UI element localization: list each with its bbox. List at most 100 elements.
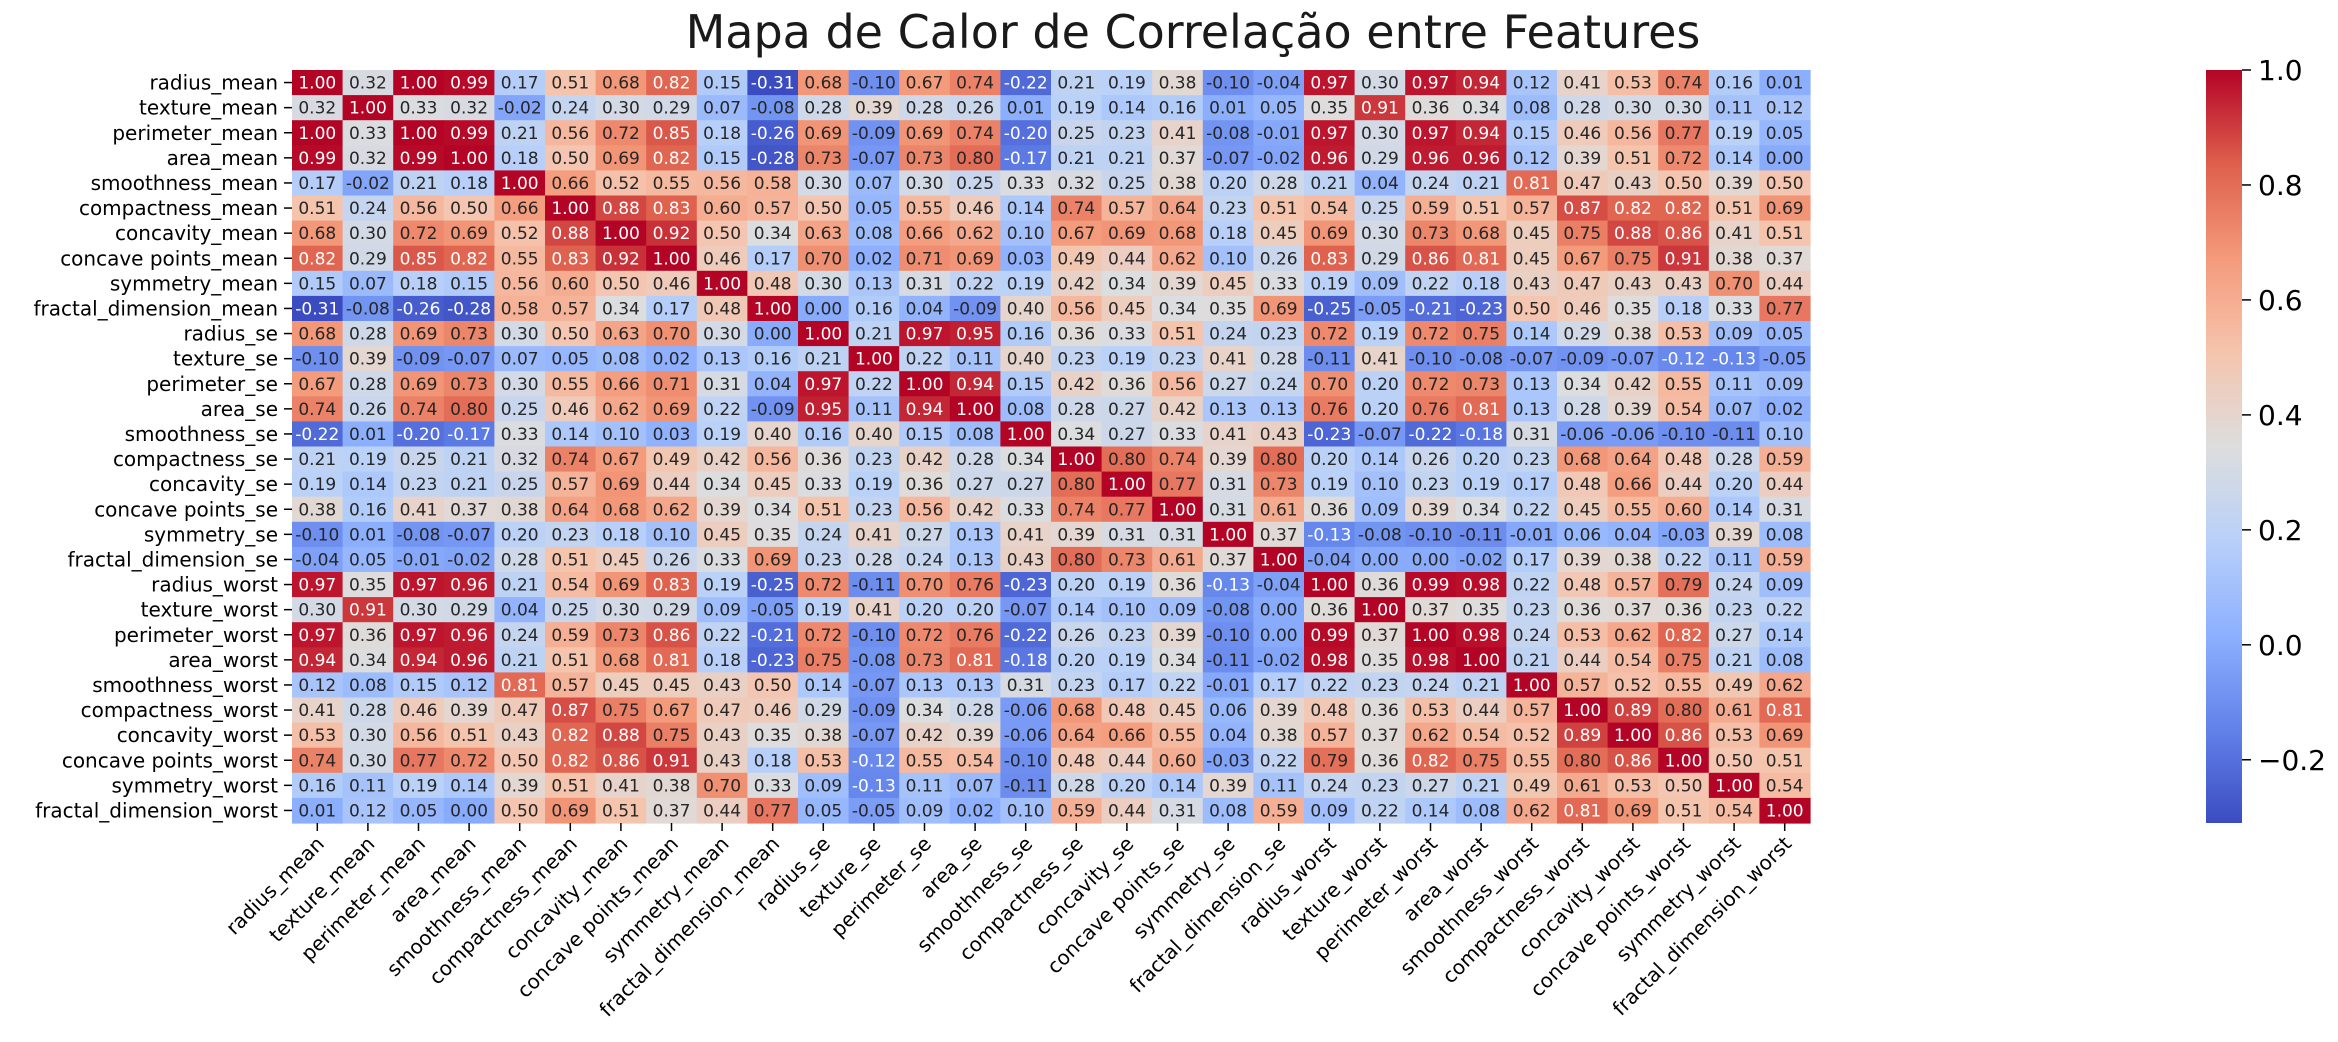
heatmap-cell — [1607, 170, 1659, 197]
heatmap-cell-value: -0.12 — [1662, 350, 1706, 370]
heatmap-cell-value: -0.28 — [447, 299, 491, 319]
heatmap-cell-value: 1.00 — [1260, 550, 1298, 570]
heatmap-cell-value: 0.69 — [1766, 199, 1804, 219]
heatmap-cell-value: 0.30 — [349, 726, 387, 746]
heatmap-cell-value: 0.54 — [1665, 400, 1703, 420]
y-tick-label: fractal_dimension_se — [68, 547, 279, 571]
heatmap-cell-value: 0.05 — [855, 199, 893, 219]
heatmap-cell-value: 0.21 — [1462, 676, 1500, 696]
heatmap-cell-value: 0.60 — [703, 199, 741, 219]
heatmap-cell-value: 0.14 — [1715, 500, 1753, 520]
heatmap-cell — [545, 396, 597, 422]
heatmap-cell — [848, 346, 900, 372]
heatmap-cell — [1051, 70, 1103, 96]
heatmap-cell — [1455, 120, 1507, 146]
heatmap-cell-value: 0.01 — [298, 801, 336, 821]
heatmap-cell-value: 0.17 — [1108, 676, 1146, 696]
heatmap-cell-value: -0.07 — [1206, 149, 1250, 169]
y-tick-label: concavity_se — [149, 472, 278, 496]
heatmap-cell-value: 0.72 — [1665, 149, 1703, 169]
heatmap-cell-value: 0.12 — [1513, 149, 1551, 169]
chart-title: Mapa de Calor de Correlação entre Featur… — [686, 5, 1701, 59]
heatmap-cell — [1506, 120, 1558, 146]
heatmap-cell — [292, 195, 344, 222]
heatmap-cell-value: 0.73 — [1260, 475, 1298, 495]
heatmap-cell-value: 0.75 — [602, 701, 640, 721]
heatmap-cell — [292, 220, 344, 247]
heatmap-cell — [899, 195, 951, 222]
heatmap-cell — [899, 371, 951, 397]
heatmap-cell-value: 0.41 — [1007, 525, 1045, 545]
heatmap-cell — [798, 270, 850, 297]
heatmap-cell — [1152, 120, 1204, 146]
heatmap-cell-value: -0.05 — [852, 801, 896, 821]
heatmap-cell — [1708, 170, 1760, 197]
heatmap-cell-value: 0.24 — [1412, 174, 1450, 194]
heatmap-cell — [1253, 120, 1305, 146]
heatmap-cell — [899, 245, 951, 272]
heatmap-cell-value: 0.77 — [1665, 124, 1703, 144]
heatmap-cell — [545, 321, 597, 347]
heatmap-cell-value: 0.74 — [1665, 74, 1703, 94]
heatmap-cell — [595, 120, 647, 146]
heatmap-cell-value: 0.62 — [1159, 249, 1197, 269]
heatmap-cell-value: 0.55 — [906, 751, 944, 771]
heatmap-cell-value: 0.19 — [349, 450, 387, 470]
heatmap-cell-value: 0.08 — [1766, 525, 1804, 545]
heatmap-cell-value: 1.00 — [956, 400, 994, 420]
heatmap-cell — [1152, 270, 1204, 297]
heatmap-cell — [443, 95, 495, 121]
heatmap-cell-value: 0.12 — [1766, 99, 1804, 119]
heatmap-cell — [545, 270, 597, 297]
heatmap-cell-value: 0.15 — [703, 149, 741, 169]
heatmap-cell-value: 0.82 — [1665, 199, 1703, 219]
heatmap-cell — [1101, 220, 1153, 247]
heatmap-cell-value: 0.23 — [1209, 199, 1247, 219]
heatmap-cell-value: 0.41 — [602, 776, 640, 796]
heatmap-cell-value: 0.60 — [1159, 751, 1197, 771]
heatmap-cell-value: 0.99 — [450, 74, 488, 94]
heatmap-cell — [494, 396, 546, 422]
heatmap-cell — [949, 70, 1001, 96]
heatmap-cell-value: 0.57 — [1563, 676, 1601, 696]
heatmap-cell — [494, 170, 546, 197]
heatmap-cell — [1506, 321, 1558, 347]
heatmap-cell-value: 0.79 — [1310, 751, 1348, 771]
heatmap-cell-value: 0.45 — [653, 676, 691, 696]
heatmap-cell — [1253, 321, 1305, 347]
heatmap-cell-value: 0.69 — [653, 400, 691, 420]
heatmap-cell-value: 0.13 — [1260, 400, 1298, 420]
heatmap-cell-value: 0.57 — [1513, 199, 1551, 219]
heatmap-cell-value: -0.13 — [1307, 525, 1351, 545]
heatmap-cell-value: -0.10 — [852, 74, 896, 94]
heatmap-cell — [1101, 170, 1153, 197]
heatmap-cell — [443, 70, 495, 96]
heatmap-cell-value: 0.86 — [653, 626, 691, 646]
heatmap-cell-value: 0.01 — [1007, 99, 1045, 119]
heatmap-cell — [1506, 220, 1558, 247]
heatmap-cell-value: 0.46 — [400, 701, 438, 721]
heatmap-cell-value: 1.00 — [349, 99, 387, 119]
heatmap-cell — [1051, 321, 1103, 347]
heatmap-cell-value: 0.21 — [1108, 149, 1146, 169]
heatmap-cell-value: 0.38 — [1614, 325, 1652, 345]
heatmap-cell-value: 0.14 — [1007, 199, 1045, 219]
heatmap-cell-value: 1.00 — [400, 74, 438, 94]
heatmap-cell-value: 0.39 — [956, 726, 994, 746]
heatmap-cell-value: 0.27 — [1108, 400, 1146, 420]
heatmap-cell-value: 0.82 — [1412, 751, 1450, 771]
heatmap-cell — [1304, 371, 1356, 397]
heatmap-cell — [1557, 195, 1609, 222]
heatmap-cell-value: 0.51 — [551, 776, 589, 796]
heatmap-cell — [1101, 346, 1153, 372]
heatmap-cell — [1152, 145, 1204, 171]
heatmap-cell-value: 0.35 — [1209, 299, 1247, 319]
heatmap-cell-value: -0.08 — [1206, 601, 1250, 621]
y-axis-tick-labels: radius_meantexture_meanperimeter_meanare… — [34, 71, 292, 822]
heatmap-cell-value: 0.96 — [450, 651, 488, 671]
heatmap-cell-value: 0.51 — [1715, 199, 1753, 219]
heatmap-cell — [1506, 145, 1558, 171]
heatmap-cell-value: -0.07 — [852, 676, 896, 696]
heatmap-cell-value: 0.36 — [1563, 601, 1601, 621]
y-tick-label: smoothness_worst — [92, 673, 278, 697]
